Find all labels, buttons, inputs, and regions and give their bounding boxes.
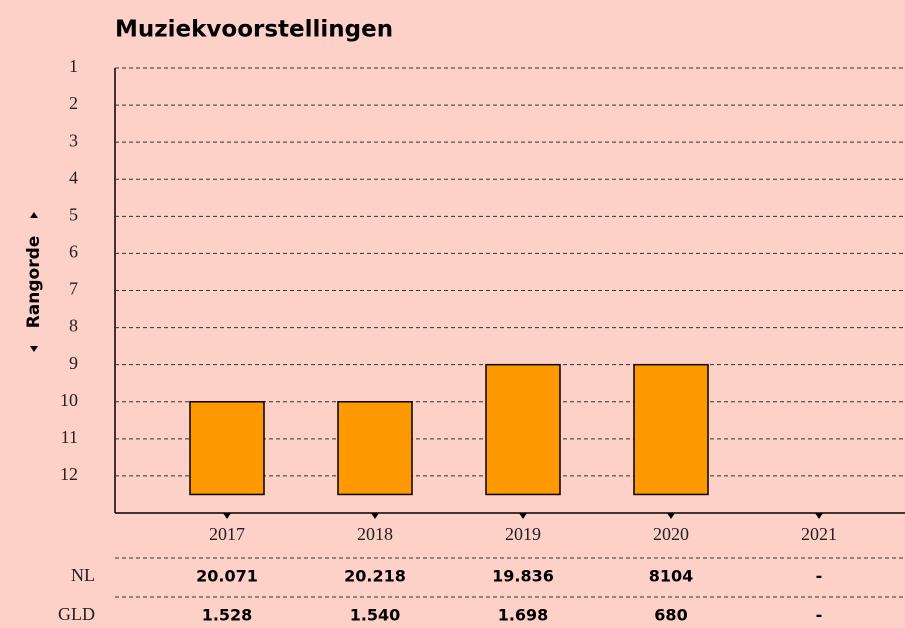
y-tick-label: 6: [69, 242, 78, 262]
table-cell: 1.540: [350, 606, 401, 625]
y-tick-label: 2: [69, 93, 78, 113]
x-tick: [519, 513, 527, 519]
bar: [485, 363, 561, 496]
bar: [633, 363, 709, 496]
table-cell: 680: [654, 606, 687, 625]
y-tick-label: 10: [60, 390, 78, 410]
table-cell: -: [816, 567, 823, 586]
y-tick-label: 3: [69, 130, 78, 150]
y-axis-label: Rangorde: [24, 236, 44, 329]
arrow-down: [30, 346, 38, 352]
y-tick-label: 5: [69, 204, 78, 224]
x-tick-label: 2021: [801, 524, 837, 544]
x-tick: [667, 513, 675, 519]
table-cell: 20.218: [344, 567, 406, 586]
x-tick: [223, 513, 231, 519]
table-row-label: NL: [71, 565, 95, 585]
chart-title: Muziekvoorstellingen: [115, 17, 393, 43]
y-tick-label: 9: [69, 353, 78, 373]
x-tick-label: 2017: [209, 524, 245, 544]
y-tick-label: 12: [60, 464, 78, 484]
table-row-label: GLD: [58, 604, 95, 624]
x-tick: [371, 513, 379, 519]
x-tick-label: 2020: [653, 524, 689, 544]
table-cell: -: [816, 606, 823, 625]
arrow-up: [30, 212, 38, 218]
x-tick: [815, 513, 823, 519]
table-cell: 1.528: [202, 606, 253, 625]
table-cell: 19.836: [492, 567, 554, 586]
y-tick-label: 8: [69, 316, 78, 336]
y-tick-label: 4: [69, 167, 78, 187]
table-cell: 20.071: [196, 567, 258, 586]
table-cell: 1.698: [498, 606, 549, 625]
y-tick-label: 11: [61, 427, 78, 447]
x-tick-label: 2018: [357, 524, 393, 544]
y-tick-label: 7: [69, 279, 78, 299]
x-tick-label: 2019: [505, 524, 541, 544]
bar: [189, 401, 265, 496]
bar: [337, 401, 413, 496]
y-tick-label: 1: [69, 56, 78, 76]
table-cell: 8104: [649, 567, 694, 586]
